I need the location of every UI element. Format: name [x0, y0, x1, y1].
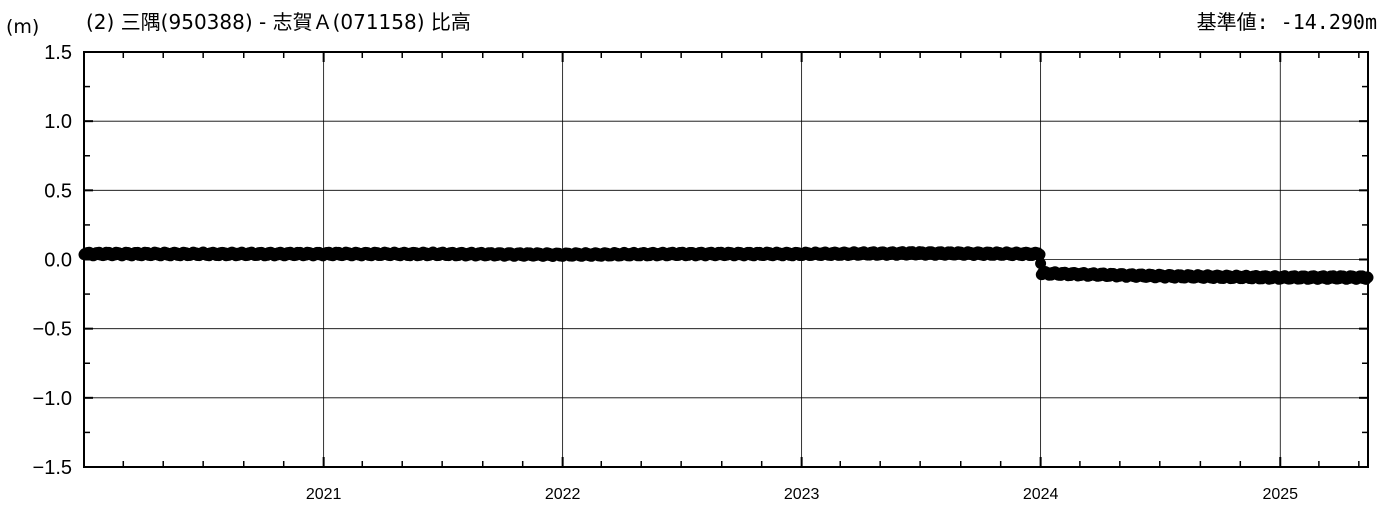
data-series	[78, 246, 1374, 285]
x-tick-label: 2025	[1262, 486, 1298, 503]
x-tick-label: 2021	[306, 486, 342, 503]
y-tick-label: 0.0	[44, 250, 72, 272]
data-point	[1034, 248, 1046, 260]
y-tick-label: −1.5	[33, 457, 72, 479]
data-point	[1035, 258, 1047, 269]
x-tick-label: 2023	[784, 486, 820, 503]
y-tick-label: 1.5	[44, 42, 72, 64]
y-tick-label: −0.5	[33, 319, 72, 341]
y-unit-label: (m)	[6, 16, 40, 38]
y-tick-label: −1.0	[33, 388, 72, 410]
x-axis-ticks: 2021 2022 2023 2024 2025	[306, 52, 1298, 503]
y-axis-ticks: 1.5 1.0 0.5 0.0 −0.5 −1.0 −1.5	[33, 42, 1368, 479]
x-tick-label: 2024	[1023, 486, 1059, 503]
x-tick-label: 2022	[545, 486, 581, 503]
y-tick-label: 1.0	[44, 111, 72, 133]
chart-title: (2) 三隅(950388) - 志賀Ａ(071158) 比高	[86, 10, 471, 34]
reference-value: 基準値: -14.290m	[1196, 10, 1377, 34]
y-tick-label: 0.5	[44, 180, 72, 202]
